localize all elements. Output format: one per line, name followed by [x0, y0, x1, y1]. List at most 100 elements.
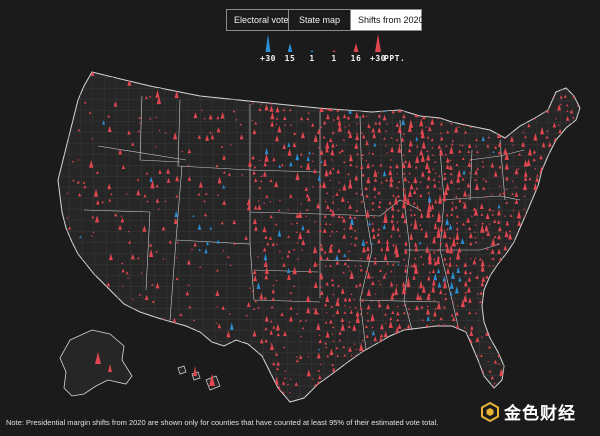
county-shift-marker-rep	[437, 84, 441, 91]
county-shift-marker-rep	[552, 256, 558, 265]
county-shift-marker-rep	[343, 227, 346, 230]
county-shift-marker-rep	[377, 101, 381, 105]
county-shift-marker-rep	[313, 134, 318, 142]
county-shift-marker-rep	[540, 306, 543, 309]
county-shift-marker-rep	[274, 377, 279, 385]
county-shift-marker-rep	[552, 291, 556, 296]
county-shift-marker-rep	[155, 184, 159, 188]
county-shift-marker-rep	[264, 80, 268, 83]
county-shift-marker-dem	[371, 330, 375, 336]
county-shift-marker-rep	[430, 394, 435, 400]
county-shift-marker-rep	[362, 398, 365, 401]
county-shift-marker-rep	[272, 157, 276, 162]
county-shift-marker-rep	[503, 147, 508, 155]
county-shift-marker-rep	[328, 137, 333, 142]
county-shift-marker-rep	[103, 292, 107, 295]
legend-unit: PPT.	[384, 54, 406, 63]
county-shift-marker-rep	[301, 98, 305, 104]
county-shift-marker-rep	[307, 355, 310, 358]
county-shift-marker-rep	[377, 190, 381, 195]
county-shift-marker-rep	[396, 96, 399, 99]
county-shift-marker-rep	[433, 310, 437, 317]
county-shift-marker-rep	[493, 314, 497, 317]
county-shift-marker-rep	[155, 116, 158, 118]
county-shift-marker-rep	[371, 201, 375, 205]
county-shift-marker-rep	[524, 135, 527, 139]
county-shift-marker-rep	[432, 64, 436, 69]
county-shift-marker-dem	[581, 243, 585, 250]
county-shift-marker-rep	[288, 100, 293, 104]
county-shift-marker-rep	[370, 97, 375, 106]
county-shift-marker-rep	[336, 389, 340, 392]
county-shift-marker-rep	[331, 94, 335, 99]
county-shift-marker-rep	[391, 262, 395, 266]
tab-shifts-from-2020[interactable]: Shifts from 2020	[351, 10, 424, 30]
county-shift-marker-rep	[527, 320, 530, 323]
county-shift-marker-rep	[522, 131, 525, 133]
county-shift-marker-rep	[439, 316, 443, 321]
county-shift-marker-rep	[373, 336, 378, 342]
county-shift-marker-rep	[547, 293, 552, 301]
county-shift-marker-rep	[204, 382, 208, 386]
county-shift-marker-rep	[352, 323, 357, 331]
county-shift-marker-rep	[244, 235, 248, 240]
legend-label: 16	[350, 54, 362, 63]
county-shift-marker-rep	[388, 320, 393, 328]
county-shift-marker-rep	[438, 180, 441, 183]
county-shift-marker-rep	[257, 306, 260, 309]
county-shift-marker-rep	[313, 281, 318, 288]
county-shift-marker-rep	[568, 271, 572, 274]
legend-item-rep-1: 1	[322, 32, 346, 66]
county-shift-marker-rep	[275, 94, 278, 97]
county-shift-marker-rep	[461, 144, 464, 147]
county-shift-marker-rep	[505, 258, 509, 261]
county-shift-marker-rep	[511, 103, 513, 106]
county-shift-marker-dem	[570, 276, 574, 281]
county-shift-marker-rep	[576, 354, 579, 357]
county-shift-marker-rep	[419, 376, 424, 385]
county-shift-marker-rep	[253, 366, 258, 372]
county-shift-marker-rep	[402, 311, 406, 315]
county-shift-marker-rep	[390, 218, 394, 224]
county-shift-marker-rep	[472, 258, 477, 265]
county-shift-marker-rep	[559, 229, 562, 233]
county-shift-marker-rep	[565, 380, 569, 384]
county-shift-marker-rep	[574, 150, 578, 153]
county-shift-marker-dem	[317, 174, 322, 181]
county-shift-marker-rep	[379, 72, 384, 76]
county-shift-marker-dem	[379, 384, 382, 387]
county-shift-marker-rep	[482, 178, 485, 181]
county-shift-marker-rep	[137, 130, 141, 133]
tab-electoral-votes[interactable]: Electoral votes	[227, 10, 293, 30]
county-shift-marker-rep	[158, 129, 161, 132]
county-shift-marker-rep	[366, 271, 371, 279]
county-shift-marker-rep	[516, 322, 521, 330]
county-shift-marker-rep	[146, 200, 149, 203]
county-shift-marker-rep	[335, 346, 339, 350]
county-shift-marker-rep	[499, 78, 504, 86]
county-shift-marker-rep	[395, 326, 400, 335]
county-shift-marker-rep	[366, 312, 369, 314]
county-shift-marker-rep	[252, 170, 256, 175]
tab-state-map[interactable]: State map	[289, 10, 351, 30]
county-shift-marker-rep	[518, 383, 520, 386]
county-shift-marker-rep	[264, 266, 269, 275]
county-shift-marker-rep	[421, 284, 426, 293]
county-shift-marker-rep	[332, 195, 335, 198]
county-shift-marker-dem	[516, 238, 521, 247]
county-shift-marker-rep	[517, 107, 521, 114]
county-shift-marker-rep	[431, 146, 434, 149]
county-shift-marker-rep	[432, 168, 435, 170]
county-shift-marker-rep	[407, 383, 411, 386]
county-shift-marker-rep	[504, 105, 507, 107]
county-shift-marker-rep	[523, 382, 526, 385]
county-shift-marker-rep	[389, 317, 393, 321]
county-shift-marker-rep	[433, 223, 438, 230]
county-shift-marker-rep	[419, 255, 423, 258]
county-shift-marker-rep	[497, 150, 502, 155]
county-shift-marker-rep	[355, 209, 359, 212]
county-shift-marker-rep	[392, 90, 396, 93]
county-shift-marker-rep	[271, 297, 275, 301]
county-shift-marker-rep	[391, 109, 395, 114]
county-shift-marker-rep	[418, 294, 423, 301]
